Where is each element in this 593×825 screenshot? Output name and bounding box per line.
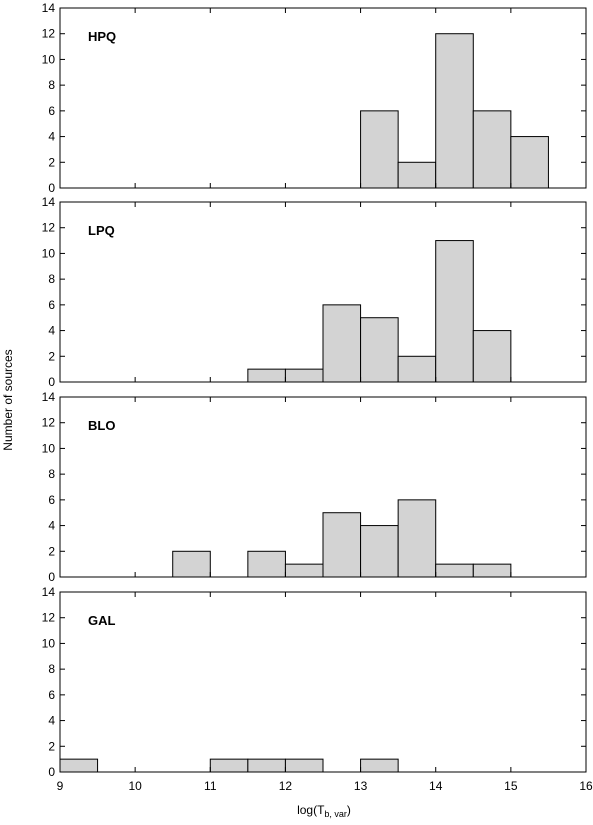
y-tick-label-blo-10: 10: [42, 441, 56, 455]
y-tick-label-gal-12: 12: [42, 611, 56, 625]
y-tick-label-lpq-2: 2: [48, 349, 55, 363]
x-tick-label-14: 14: [429, 779, 443, 793]
bar-hpq-3: [472, 110, 512, 189]
y-tick-label-blo-2: 2: [48, 544, 55, 558]
y-tick-label-blo-14: 14: [42, 390, 56, 404]
bar-blo-2: [284, 563, 324, 578]
bar-blo-7: [472, 563, 512, 578]
y-tick-label-blo-0: 0: [48, 570, 55, 584]
panels-group: 0 2 4 6 8 10 12 14 HPQ 0 2 4 6 8 10 12 14 LPQ 0 2 4 6 8 10 12 14 B…: [42, 1, 587, 779]
y-tick-label-gal-8: 8: [48, 662, 55, 676]
y-tick-label-gal-2: 2: [48, 739, 55, 753]
y-tick-label-gal-4: 4: [48, 714, 55, 728]
y-tick-label-blo-6: 6: [48, 493, 55, 507]
panel-gal: 0 2 4 6 8 10 12 14 GAL: [42, 585, 587, 779]
x-tick-label-16: 16: [579, 779, 593, 793]
y-tick-label-hpq-10: 10: [42, 52, 56, 66]
bar-gal-2: [247, 758, 286, 773]
x-tick-labels: 9 10 11 12 13 14 15 16: [57, 779, 593, 793]
y-tick-label-gal-14: 14: [42, 585, 56, 599]
bar-lpq-4: [397, 355, 437, 383]
panel-label-hpq: HPQ: [88, 29, 116, 44]
y-tick-label-lpq-8: 8: [48, 272, 55, 286]
y-axis-title: Number of sources: [1, 349, 15, 450]
y-tick-label-lpq-12: 12: [42, 221, 56, 235]
bar-gal-4: [360, 758, 399, 773]
bar-gal-3: [284, 758, 324, 773]
x-axis-title-subscript: b, var: [324, 809, 347, 819]
panel-blo: 0 2 4 6 8 10 12 14 BLO: [42, 390, 587, 584]
y-tick-label-hpq-12: 12: [42, 27, 56, 41]
panel-lpq: 0 2 4 6 8 10 12 14 LPQ: [42, 195, 587, 389]
bar-blo-3: [322, 512, 362, 578]
panel-label-lpq: LPQ: [88, 223, 115, 238]
panel-label-gal: GAL: [88, 613, 116, 628]
bar-hpq-1: [397, 161, 437, 189]
y-tick-label-gal-10: 10: [42, 636, 56, 650]
bar-lpq-6: [472, 330, 512, 383]
x-tick-label-15: 15: [504, 779, 518, 793]
x-tick-label-12: 12: [279, 779, 293, 793]
panel-hpq: 0 2 4 6 8 10 12 14 HPQ: [42, 1, 587, 195]
bar-blo-6: [435, 563, 474, 578]
y-tick-label-lpq-6: 6: [48, 298, 55, 312]
y-tick-label-lpq-0: 0: [48, 375, 55, 389]
bar-gal-1: [209, 758, 249, 773]
plot-frame-gal: [59, 591, 587, 773]
bar-lpq-1: [284, 368, 324, 383]
x-axis-title: log(Tb, var): [297, 803, 351, 819]
x-tick-label-13: 13: [354, 779, 368, 793]
plot-frame-blo: [59, 396, 587, 578]
bar-hpq-4: [510, 136, 549, 189]
bar-blo-4: [360, 525, 399, 578]
y-tick-label-gal-0: 0: [48, 765, 55, 779]
y-tick-label-blo-12: 12: [42, 416, 56, 430]
y-tick-label-blo-4: 4: [48, 519, 55, 533]
bar-lpq-0: [247, 368, 286, 383]
bar-gal-0: [59, 758, 99, 773]
bar-lpq-5: [435, 240, 474, 383]
y-tick-label-hpq-8: 8: [48, 78, 55, 92]
y-tick-label-hpq-4: 4: [48, 130, 55, 144]
y-tick-label-lpq-14: 14: [42, 195, 56, 209]
y-tick-label-hpq-6: 6: [48, 104, 55, 118]
bar-hpq-0: [360, 110, 399, 189]
y-tick-label-hpq-0: 0: [48, 181, 55, 195]
y-tick-label-lpq-10: 10: [42, 246, 56, 260]
x-tick-label-11: 11: [204, 779, 217, 793]
x-axis-title-main: log(T: [297, 803, 325, 817]
bar-blo-1: [247, 550, 286, 578]
y-tick-label-hpq-14: 14: [42, 1, 56, 15]
bar-lpq-3: [360, 317, 399, 383]
y-tick-label-lpq-4: 4: [48, 324, 55, 338]
plot-frame-hpq: [59, 7, 587, 189]
x-tick-label-10: 10: [128, 779, 142, 793]
bar-lpq-2: [322, 304, 362, 383]
x-tick-label-9: 9: [57, 779, 64, 793]
plot-frame-lpq: [59, 201, 587, 383]
panel-label-blo: BLO: [88, 418, 115, 433]
y-tick-label-gal-6: 6: [48, 688, 55, 702]
y-tick-label-hpq-2: 2: [48, 155, 55, 169]
bar-hpq-2: [435, 33, 474, 189]
x-axis-title-close: ): [347, 803, 351, 817]
bar-blo-0: [172, 550, 211, 578]
y-tick-label-blo-8: 8: [48, 467, 55, 481]
bar-blo-5: [397, 499, 437, 578]
